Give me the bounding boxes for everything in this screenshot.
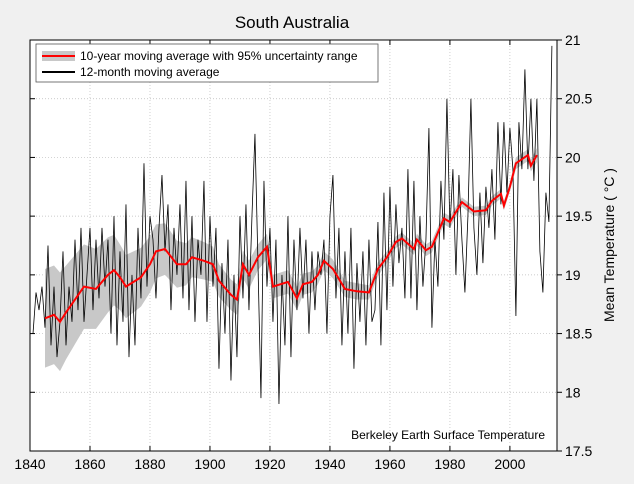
x-tick-label: 1960 [374, 456, 405, 472]
x-tick-label: 1920 [254, 456, 285, 472]
series-12-month-moving-average [32, 45, 553, 405]
y-tick-label: 18 [565, 384, 581, 400]
y-tick-label: 19 [565, 267, 581, 283]
x-tick-label: 1880 [134, 456, 165, 472]
legend-label-ma12: 12-month moving average [80, 65, 220, 79]
x-tick-label: 1980 [434, 456, 465, 472]
y-tick-label: 17.5 [565, 443, 592, 459]
series-10-year-moving-average [44, 153, 538, 324]
y-tick-label: 19.5 [565, 208, 592, 224]
legend-label-ma10: 10-year moving average with 95% uncertai… [80, 49, 358, 63]
chart-title: South Australia [235, 13, 350, 32]
y-tick-label: 18.5 [565, 326, 592, 342]
legend-box [35, 43, 379, 83]
y-tick-label: 20 [565, 149, 581, 165]
x-tick-label: 1840 [14, 456, 45, 472]
uncertainty-band [44, 148, 537, 372]
y-axis-label: Mean Temperature ( °C ) [601, 168, 617, 322]
axis-ticks: 1840 1860 1880 1900 1920 1940 1960 1980 200017.5… [14, 32, 592, 472]
x-tick-label: 1900 [194, 456, 225, 472]
y-tick-label: 21 [565, 32, 581, 48]
legend: 10-year moving average with 95% uncertai… [35, 43, 379, 83]
annotation-source: Berkeley Earth Surface Temperature [351, 428, 545, 442]
plot-frame [29, 39, 558, 452]
x-tick-label: 1940 [314, 456, 345, 472]
y-tick-label: 20.5 [565, 91, 592, 107]
x-tick-label: 2000 [494, 456, 525, 472]
x-tick-label: 1860 [74, 456, 105, 472]
